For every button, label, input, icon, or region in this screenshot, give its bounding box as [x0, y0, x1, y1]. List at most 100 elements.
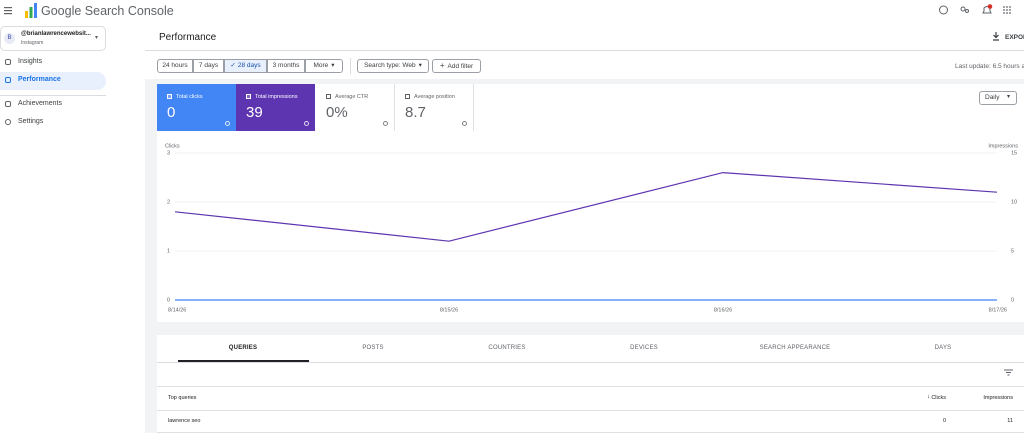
nav-icon — [5, 59, 11, 65]
chart: Clicks Impressions 0 1 2 3 0 5 10 15 8/14/26 8/15/2… — [165, 143, 1018, 313]
help-icon — [225, 121, 230, 126]
nav-item[interactable]: Achievements — [18, 100, 62, 107]
y-tick-label: 0 — [167, 297, 170, 303]
y-tick-label: 1 — [167, 248, 170, 254]
y2-tick-label: 0 — [1011, 297, 1014, 303]
help-icon — [383, 121, 388, 126]
table-cell: 0 — [942, 418, 946, 424]
export-button[interactable]: EXPORT — [1005, 34, 1024, 41]
check-icon: ✓ — [230, 62, 236, 69]
title-bar — [145, 26, 1024, 51]
nav-item[interactable]: Settings — [18, 118, 44, 125]
tab[interactable]: DAYS — [934, 345, 952, 351]
range-chip[interactable]: 7 days — [193, 59, 224, 73]
x-tick-label: 8/14/26 — [168, 307, 186, 313]
nav-item[interactable]: Performance — [18, 76, 61, 83]
tab-divider — [157, 362, 1024, 363]
range-chip[interactable]: 24 hours — [157, 59, 193, 73]
tab[interactable]: SEARCH APPEARANCE — [759, 345, 831, 351]
metric-card[interactable]: Average position 8.7 — [395, 84, 474, 131]
add-filter: Add filter — [447, 63, 474, 70]
dropdown-arrow: ▾ — [418, 62, 422, 69]
y2-tick-label: 15 — [1011, 150, 1017, 156]
search-type: Search type: Web — [364, 62, 416, 69]
sort-arrow: ↓ — [927, 394, 930, 400]
dropdown-arrow: ▾ — [95, 35, 99, 41]
range-chip[interactable]: More ▾ — [305, 59, 343, 73]
product-name: Google Search Console — [41, 4, 174, 18]
row-line — [157, 410, 1024, 411]
metric-label: Total impressions — [255, 94, 298, 100]
filter-icon[interactable] — [1004, 369, 1013, 376]
last-update: Last update: 6.5 hours ago — [955, 63, 1024, 70]
dropdown-arrow: ▾ — [331, 62, 335, 69]
nav-icon — [5, 101, 11, 107]
range-chip[interactable]: ✓ 28 days — [224, 59, 267, 73]
metric-card[interactable]: Total clicks 0 — [157, 84, 236, 131]
nav-icon — [5, 77, 11, 83]
help-icon — [462, 121, 467, 126]
table-cell[interactable]: lawrence seo — [168, 418, 201, 424]
metric-value: 39 — [246, 104, 263, 121]
range-chip[interactable]: 3 months — [267, 59, 305, 73]
search-type-chip[interactable]: Search type: Web ▾ — [357, 59, 429, 73]
metric-value: 8.7 — [405, 104, 426, 121]
tab[interactable]: DEVICES — [630, 345, 658, 351]
metric-card[interactable]: Average CTR 0% — [316, 84, 395, 131]
range-label: 7 days — [198, 62, 219, 69]
x-tick-label: 8/17/26 — [989, 307, 1007, 313]
table-header[interactable]: Impressions — [983, 395, 1013, 401]
metric-value: 0% — [326, 104, 348, 121]
series-line — [174, 171, 998, 242]
metric-label: Total clicks — [176, 94, 203, 100]
tab[interactable]: POSTS — [362, 345, 384, 351]
help-icon — [304, 121, 309, 126]
y2-tick-label: 10 — [1011, 199, 1017, 205]
table-cell: 11 — [1007, 418, 1013, 424]
x-tick-label: 8/16/26 — [714, 307, 732, 313]
y2-axis-label: Impressions — [988, 143, 1018, 149]
menu-icon[interactable] — [4, 6, 14, 16]
header-icons[interactable] — [938, 4, 1018, 16]
nav-item[interactable]: Insights — [18, 58, 43, 65]
checkbox — [167, 94, 172, 99]
tab[interactable]: COUNTRIES — [488, 345, 526, 351]
table-header[interactable]: Clicks — [931, 395, 946, 401]
checkbox — [326, 94, 331, 99]
property-sub: Instagram — [21, 40, 44, 46]
range-label: 28 days — [237, 62, 261, 69]
y-tick-label: 2 — [167, 199, 170, 205]
add-filter-chip[interactable]: + Add filter — [432, 59, 481, 73]
range-label: More — [313, 62, 329, 69]
row-line — [157, 386, 1024, 387]
checkbox — [246, 94, 251, 99]
range-label: 24 hours — [162, 62, 188, 69]
tab-underline — [178, 360, 309, 362]
page-title: Performance — [159, 32, 217, 43]
export-icon — [993, 32, 999, 41]
x-tick-label: 8/15/26 — [440, 307, 458, 313]
y-axis-label: Clicks — [165, 143, 180, 149]
property-selector[interactable] — [0, 26, 106, 51]
nav-active — [0, 72, 106, 90]
avatar: B — [4, 33, 15, 44]
metric-card[interactable]: Total impressions 39 — [236, 84, 315, 131]
table-header: Top queries — [168, 395, 197, 401]
y-tick-label: 3 — [167, 150, 170, 156]
metric-value: 0 — [167, 104, 176, 121]
metric-label: Average position — [414, 94, 455, 100]
table-card — [157, 335, 1024, 433]
nav-icon — [5, 119, 11, 125]
range-label: 3 months — [272, 62, 300, 69]
daily-label: Daily — [985, 94, 1000, 101]
checkbox — [405, 94, 410, 99]
logo — [25, 3, 37, 18]
dropdown-arrow: ▾ — [1007, 94, 1011, 100]
separator — [350, 58, 351, 74]
daily-dropdown[interactable] — [979, 91, 1017, 105]
y2-tick-label: 5 — [1011, 248, 1014, 254]
tab[interactable]: QUERIES — [228, 345, 258, 351]
metric-label: Average CTR — [335, 94, 369, 100]
property-name: @brianlawrencewebsit... — [21, 31, 91, 37]
